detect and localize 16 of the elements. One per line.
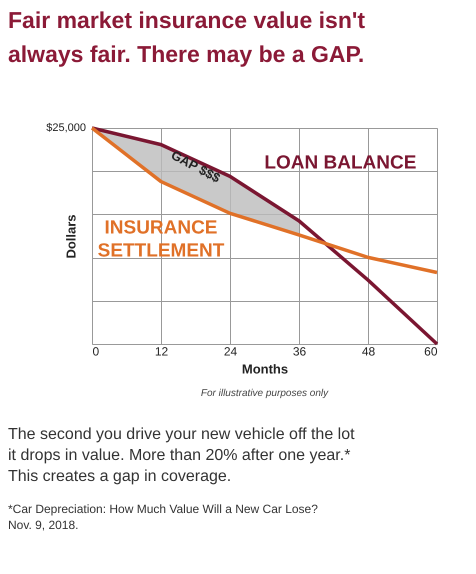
text: *Car Depreciation: How Much Value Will a New Car Lose? Nov. 9, 2018. — [8, 502, 318, 532]
text: For illustrative purposes only — [200, 388, 330, 399]
chart-title: Fair market insurance value isn't always fair. There may be a GAP. — [8, 7, 366, 67]
text: The second you drive your new vehicle off the lot it drops in value. More than 20% after one year.* This creates a gap in coverage. — [8, 426, 356, 485]
x-tick-label: 48 — [362, 344, 376, 358]
series-label: INSURANCE SETTLEMENT — [98, 217, 225, 262]
x-tick-label: 12 — [154, 344, 168, 358]
x-axis-title: Months — [242, 362, 288, 376]
y-axis-title: Dollars — [64, 214, 78, 259]
x-tick-label: 0 — [92, 344, 100, 358]
annotation: GAP $$$ — [168, 147, 224, 186]
x-tick-label: 36 — [292, 344, 306, 358]
annotation: $25,000 — [46, 122, 86, 134]
x-tick-label: 24 — [224, 344, 238, 358]
x-tick-label: 60 — [424, 344, 438, 358]
series-label: LOAN BALANCE — [264, 152, 416, 174]
